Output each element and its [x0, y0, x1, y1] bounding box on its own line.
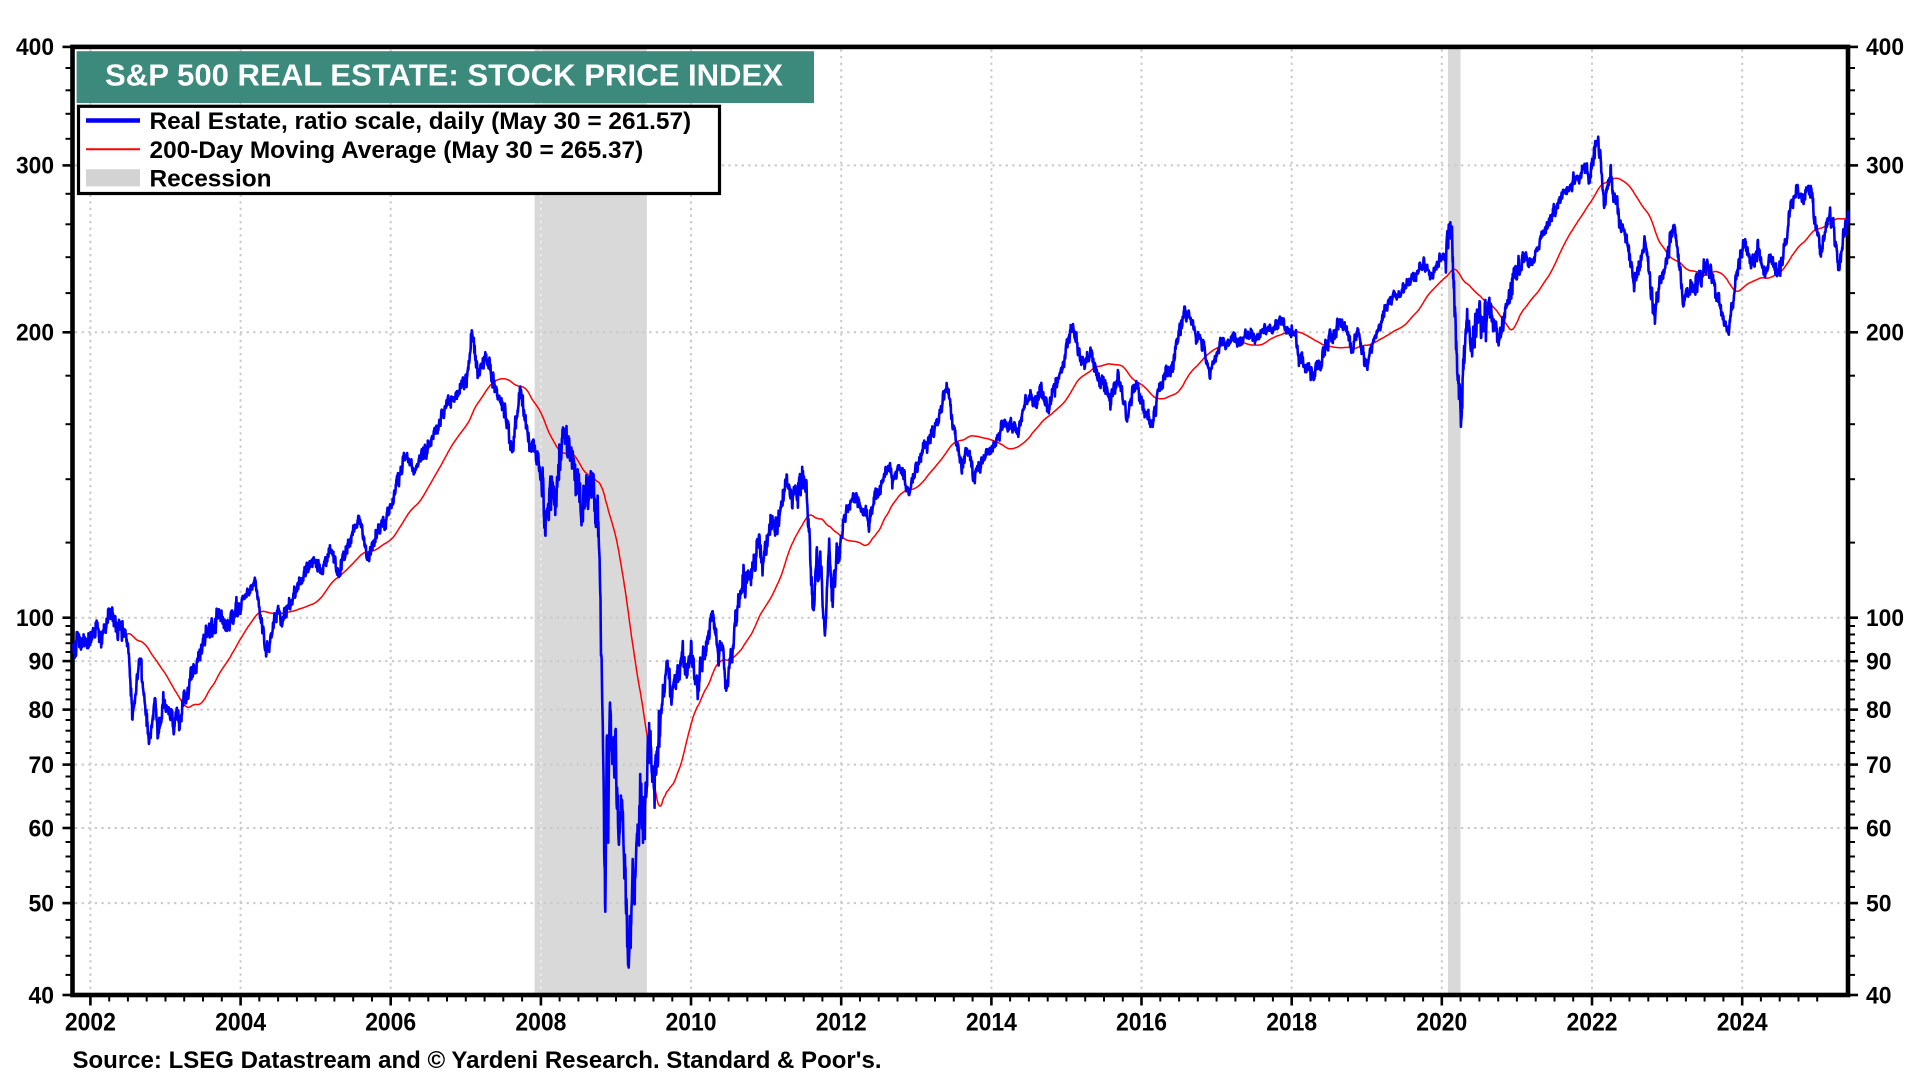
- svg-text:80: 80: [1866, 697, 1892, 724]
- svg-text:400: 400: [16, 34, 54, 61]
- svg-text:2018: 2018: [1266, 1008, 1317, 1036]
- svg-text:40: 40: [29, 982, 55, 1009]
- svg-text:60: 60: [29, 815, 55, 842]
- svg-text:2010: 2010: [666, 1008, 717, 1036]
- svg-text:70: 70: [29, 752, 55, 779]
- svg-text:Recession: Recession: [150, 165, 272, 192]
- svg-text:S&P 500 REAL ESTATE: STOCK PRI: S&P 500 REAL ESTATE: STOCK PRICE INDEX: [105, 57, 783, 92]
- svg-text:2022: 2022: [1567, 1008, 1618, 1036]
- svg-text:2006: 2006: [365, 1008, 416, 1036]
- svg-text:2020: 2020: [1416, 1008, 1467, 1036]
- svg-text:300: 300: [1866, 153, 1904, 180]
- svg-text:100: 100: [16, 605, 54, 632]
- svg-text:90: 90: [29, 648, 55, 675]
- svg-text:2012: 2012: [816, 1008, 867, 1036]
- svg-text:70: 70: [1866, 752, 1892, 779]
- svg-text:40: 40: [1866, 982, 1892, 1009]
- svg-text:2016: 2016: [1116, 1008, 1167, 1036]
- svg-text:60: 60: [1866, 815, 1892, 842]
- svg-text:100: 100: [1866, 605, 1904, 632]
- svg-text:2014: 2014: [966, 1008, 1017, 1036]
- svg-text:200: 200: [16, 320, 54, 347]
- svg-text:50: 50: [1866, 890, 1892, 917]
- svg-text:Source: LSEG Datastream and ©: Source: LSEG Datastream and © Yardeni Re…: [73, 1047, 882, 1074]
- svg-text:200-Day Moving Average (May 30: 200-Day Moving Average (May 30 = 265.37): [150, 137, 644, 164]
- svg-text:2002: 2002: [65, 1008, 116, 1036]
- svg-text:300: 300: [16, 153, 54, 180]
- svg-text:Real Estate, ratio scale, dail: Real Estate, ratio scale, daily (May 30 …: [150, 108, 692, 135]
- svg-text:400: 400: [1866, 34, 1904, 61]
- svg-text:200: 200: [1866, 320, 1904, 347]
- svg-text:2008: 2008: [515, 1008, 566, 1036]
- svg-text:2024: 2024: [1717, 1008, 1768, 1036]
- svg-text:50: 50: [29, 890, 55, 917]
- svg-text:90: 90: [1866, 648, 1892, 675]
- svg-text:80: 80: [29, 697, 55, 724]
- svg-text:2004: 2004: [215, 1008, 266, 1036]
